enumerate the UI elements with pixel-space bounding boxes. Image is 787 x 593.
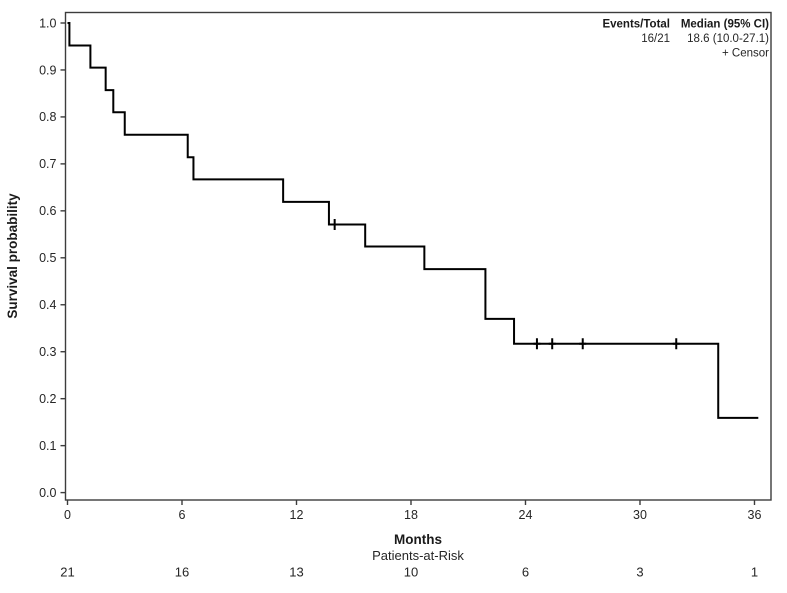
censor-plus-icon [579, 338, 587, 350]
x-tick-label: 36 [748, 508, 762, 522]
x-tick-label: 24 [519, 508, 533, 522]
legend-events-total-value: 16/21 [641, 33, 670, 45]
survival-curve [67, 22, 759, 419]
at-risk-count: 1 [751, 565, 758, 580]
x-axis-title: Months [394, 532, 442, 547]
at-risk-count: 10 [404, 565, 418, 580]
y-tick-label: 1.0 [39, 16, 56, 30]
y-tick-label: 0.0 [39, 486, 56, 500]
y-tick-label: 0.2 [39, 392, 56, 406]
y-axis: 0.0 0.1 0.2 0.3 0.4 0.5 0.6 0.7 0.8 0.9 1.0 [39, 16, 66, 500]
x-tick-label: 12 [290, 508, 304, 522]
y-tick-label: 0.4 [39, 298, 56, 312]
at-risk-count: 21 [60, 565, 74, 580]
y-tick-label: 0.5 [39, 251, 56, 265]
y-tick-label: 0.6 [39, 204, 56, 218]
y-axis-title: Survival probability [5, 193, 20, 319]
legend-events-total-header: Events/Total [602, 19, 670, 31]
at-risk-count: 13 [289, 565, 303, 580]
censor-marks [331, 218, 680, 350]
legend-median-header: Median (95% CI) [681, 19, 769, 31]
x-tick-label: 0 [64, 508, 71, 522]
y-tick-label: 0.7 [39, 157, 56, 171]
at-risk-count: 6 [522, 565, 529, 580]
survival-step-line [67, 22, 759, 419]
y-tick-label: 0.8 [39, 110, 56, 124]
at-risk-count: 16 [175, 565, 189, 580]
x-tick-label: 30 [633, 508, 647, 522]
x-axis: 0 6 12 18 24 30 36 [64, 500, 761, 522]
censor-plus-icon [548, 338, 556, 350]
censor-plus-icon [533, 338, 541, 350]
plot-border [64, 11, 772, 501]
x-tick-label: 18 [404, 508, 418, 522]
y-tick-label: 0.3 [39, 345, 56, 359]
y-tick-label: 0.1 [39, 439, 56, 453]
legend-censor-entry: + Censor [722, 48, 769, 60]
x-tick-label: 6 [179, 508, 186, 522]
censor-plus-icon [672, 338, 680, 350]
at-risk-title: Patients-at-Risk [372, 548, 464, 563]
censor-plus-icon [331, 218, 339, 230]
legend: Events/Total Median (95% CI) 16/21 18.6 … [602, 19, 769, 60]
at-risk-row: 21 16 13 10 6 3 1 [60, 565, 758, 580]
at-risk-count: 3 [636, 565, 643, 580]
y-tick-label: 0.9 [39, 63, 56, 77]
legend-median-value: 18.6 (10.0-27.1) [687, 33, 769, 45]
